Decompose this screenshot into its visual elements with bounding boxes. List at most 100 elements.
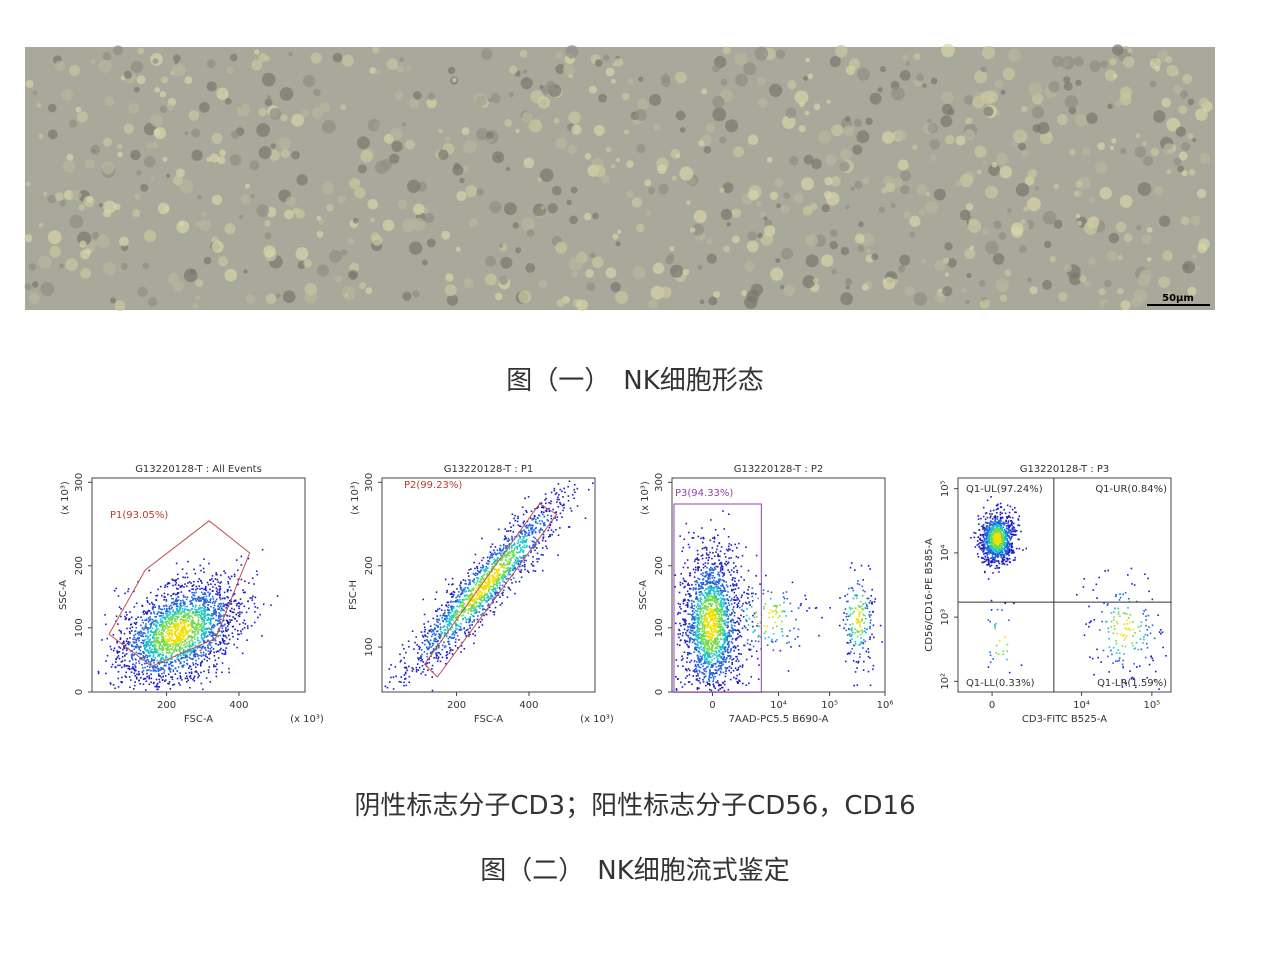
event-dot: [138, 631, 141, 633]
event-dot: [143, 628, 145, 631]
event-dot: [175, 603, 177, 606]
event-dot: [464, 607, 466, 610]
event-dot: [177, 654, 179, 657]
event-dot: [467, 590, 470, 592]
event-dot: [215, 651, 218, 653]
event-dot: [189, 675, 191, 678]
cell: [892, 177, 904, 188]
event-dot: [170, 638, 172, 641]
cell: [1165, 56, 1173, 64]
event-dot: [155, 666, 157, 669]
event-dot: [484, 570, 486, 573]
event-dot: [153, 637, 156, 639]
event-dot: [501, 549, 503, 552]
event-dot: [176, 605, 179, 607]
cell: [1195, 108, 1208, 121]
event-dot: [157, 674, 160, 677]
event-dot: [270, 604, 272, 606]
event-dot: [149, 655, 151, 658]
event-dot: [506, 564, 508, 566]
cell: [211, 194, 223, 206]
cell: [103, 137, 112, 147]
event-dot: [483, 569, 485, 572]
cell: [555, 52, 563, 60]
event-dot: [180, 612, 182, 614]
event-dot: [257, 616, 259, 619]
event-dot: [512, 566, 514, 568]
cell: [897, 264, 906, 273]
cell: [1162, 250, 1173, 262]
event-dot: [173, 592, 175, 595]
event-dot: [149, 618, 152, 620]
event-dot: [682, 618, 684, 621]
cell: [367, 198, 379, 210]
event-dot: [146, 613, 148, 615]
event-dot: [429, 639, 432, 642]
cell: [824, 176, 833, 186]
event-dot: [164, 675, 167, 677]
event-dot: [510, 578, 512, 581]
event-dot: [156, 665, 159, 667]
event-dot: [154, 649, 157, 651]
event-dot: [184, 645, 187, 648]
event-dot: [484, 569, 486, 572]
event-dot: [120, 607, 122, 610]
event-dot: [501, 566, 504, 568]
event-dot: [509, 589, 512, 591]
event-dot: [146, 672, 148, 675]
event-dot: [163, 670, 166, 672]
event-dot: [734, 667, 737, 670]
event-dot: [504, 528, 506, 530]
event-dot: [198, 607, 200, 609]
event-dot: [148, 675, 150, 677]
event-dot: [853, 569, 856, 571]
event-dot: [678, 591, 681, 594]
event-dot: [536, 522, 539, 525]
event-dot: [456, 619, 459, 622]
cell: [546, 80, 556, 90]
event-dot: [499, 588, 501, 590]
event-dot: [231, 625, 234, 628]
cell: [47, 194, 57, 204]
cell: [974, 145, 987, 158]
event-dot: [512, 524, 515, 527]
event-dot: [185, 598, 188, 601]
event-dot: [117, 655, 120, 657]
event-dot: [531, 518, 534, 521]
cell: [708, 296, 718, 306]
event-dot: [479, 570, 482, 572]
event-dot: [184, 615, 186, 617]
event-dot: [177, 666, 180, 668]
event-dot: [223, 624, 225, 627]
event-dot: [148, 683, 151, 686]
event-dot: [166, 630, 169, 633]
event-dot: [541, 547, 544, 549]
event-dot: [205, 608, 207, 611]
event-dot: [401, 644, 404, 646]
event-dot: [488, 577, 491, 580]
event-dot: [674, 586, 676, 588]
event-dot: [117, 686, 120, 688]
event-dot: [477, 577, 480, 580]
event-dot: [515, 551, 518, 554]
event-dot: [507, 577, 509, 580]
event-dot: [187, 612, 190, 615]
event-dot: [184, 655, 187, 657]
event-dot: [190, 635, 192, 637]
event-dot: [141, 639, 144, 642]
event-dot: [177, 609, 180, 612]
cell: [63, 190, 74, 201]
event-dot: [183, 660, 186, 663]
event-dot: [398, 680, 401, 683]
event-dot: [489, 582, 491, 584]
event-dot: [451, 605, 453, 607]
event-dot: [432, 642, 435, 645]
event-dot: [505, 571, 507, 573]
event-dot: [208, 627, 210, 629]
event-dot: [739, 680, 741, 683]
event-dot: [434, 637, 437, 640]
cell: [646, 210, 652, 216]
event-dot: [216, 668, 218, 671]
event-dot: [435, 624, 438, 627]
event-dot: [231, 611, 234, 614]
